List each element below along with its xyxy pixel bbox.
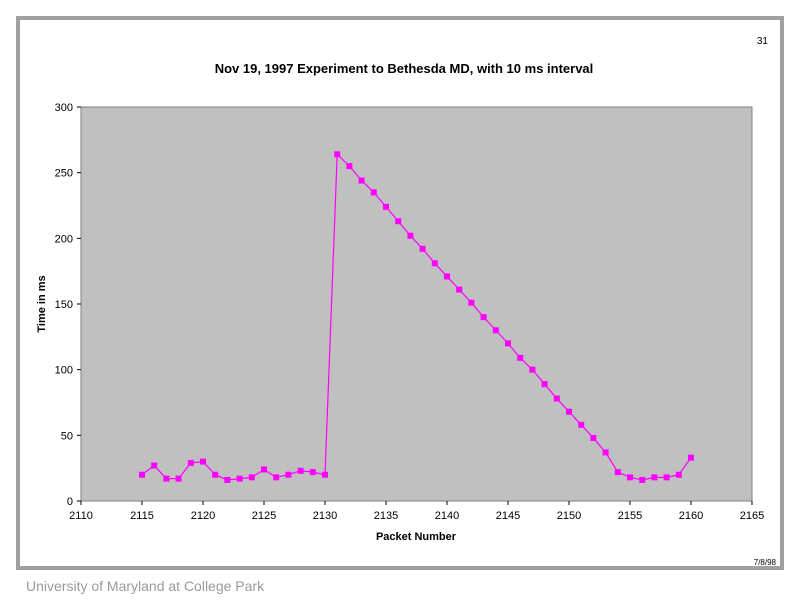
data-point-marker bbox=[407, 232, 414, 239]
x-tick-label: 2120 bbox=[191, 510, 215, 522]
data-point-marker bbox=[383, 203, 389, 210]
data-point-marker bbox=[529, 366, 536, 373]
data-point-marker bbox=[224, 476, 231, 483]
slide-date: 7/8/98 bbox=[754, 558, 777, 566]
y-tick-label: 50 bbox=[61, 430, 73, 442]
data-point-marker bbox=[273, 474, 280, 481]
plot-area bbox=[80, 106, 753, 502]
x-tick-label: 2155 bbox=[618, 510, 642, 522]
data-point-marker bbox=[261, 466, 267, 473]
x-tick-label: 2130 bbox=[313, 510, 337, 522]
y-axis: 0 50 100 150 200 250 300 bbox=[55, 102, 81, 508]
data-point-marker bbox=[492, 327, 499, 334]
data-point-marker bbox=[334, 151, 341, 158]
y-axis-label: Time in ms bbox=[36, 275, 48, 332]
data-point-marker bbox=[358, 177, 365, 184]
data-point-marker bbox=[566, 408, 572, 415]
data-point-marker bbox=[163, 475, 170, 482]
data-point-marker bbox=[541, 381, 548, 388]
data-point-marker bbox=[602, 449, 609, 456]
data-point-marker bbox=[139, 471, 145, 478]
data-point-marker bbox=[248, 474, 255, 481]
data-point-marker bbox=[688, 454, 694, 461]
chart: 31 Nov 19, 1997 Experiment to Bethesda M… bbox=[36, 36, 777, 567]
y-tick-label: 0 bbox=[67, 496, 73, 508]
chart-title: Nov 19, 1997 Experiment to Bethesda MD, … bbox=[215, 61, 594, 76]
x-tick-label: 2150 bbox=[557, 510, 581, 522]
x-axis-label: Packet Number bbox=[376, 531, 457, 543]
data-point-marker bbox=[419, 245, 426, 252]
x-tick-label: 2160 bbox=[679, 510, 703, 522]
data-point-marker bbox=[175, 475, 182, 482]
data-point-marker bbox=[370, 189, 377, 196]
data-point-marker bbox=[468, 299, 475, 306]
data-point-marker bbox=[200, 458, 206, 465]
data-point-marker bbox=[187, 459, 194, 466]
y-tick-label: 250 bbox=[55, 168, 73, 180]
x-tick-label: 2145 bbox=[496, 510, 520, 522]
data-point-marker bbox=[322, 471, 328, 478]
data-point-marker bbox=[517, 354, 524, 361]
data-point-marker bbox=[639, 476, 646, 483]
data-point-marker bbox=[456, 286, 463, 293]
data-point-marker bbox=[675, 471, 682, 478]
data-point-marker bbox=[444, 273, 450, 280]
data-point-marker bbox=[651, 474, 658, 481]
data-point-marker bbox=[395, 218, 402, 225]
footer-text: University of Maryland at College Park bbox=[26, 578, 265, 594]
series-layer bbox=[139, 151, 694, 483]
y-tick-label: 100 bbox=[55, 365, 73, 377]
page-number: 31 bbox=[757, 36, 769, 47]
data-point-marker bbox=[627, 474, 633, 481]
slide-panel: 31 Nov 19, 1997 Experiment to Bethesda M… bbox=[16, 16, 784, 570]
y-tick-label: 150 bbox=[55, 299, 73, 311]
data-point-marker bbox=[431, 260, 438, 267]
data-point-marker bbox=[505, 340, 511, 347]
y-tick-label: 200 bbox=[55, 233, 73, 245]
data-point-marker bbox=[151, 462, 158, 469]
x-tick-label: 2125 bbox=[252, 510, 276, 522]
data-point-marker bbox=[212, 471, 219, 478]
y-tick-label: 300 bbox=[55, 102, 73, 114]
series-line bbox=[141, 152, 692, 481]
data-point-marker bbox=[297, 467, 304, 474]
data-point-marker bbox=[285, 471, 292, 478]
data-point-marker bbox=[309, 469, 316, 476]
x-tick-label: 2135 bbox=[374, 510, 398, 522]
x-tick-label: 2140 bbox=[435, 510, 459, 522]
x-axis: 2110 2115 2120 2125 2130 2135 2140 2145 2150 2155… bbox=[69, 501, 764, 522]
x-tick-label: 2165 bbox=[740, 510, 764, 522]
x-tick-label: 2110 bbox=[69, 510, 93, 522]
data-point-marker bbox=[553, 395, 560, 402]
data-point-marker bbox=[590, 434, 597, 441]
data-point-marker bbox=[578, 421, 585, 428]
data-point-marker bbox=[236, 475, 243, 482]
data-point-marker bbox=[346, 163, 353, 170]
data-point-marker bbox=[614, 469, 621, 476]
data-point-marker bbox=[480, 314, 487, 321]
x-tick-label: 2115 bbox=[130, 510, 154, 522]
data-point-marker bbox=[663, 474, 670, 481]
